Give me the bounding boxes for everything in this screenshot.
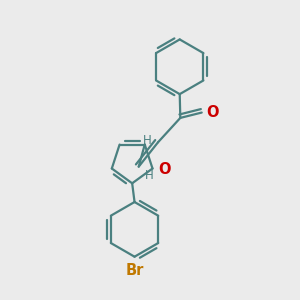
Text: Br: Br bbox=[125, 263, 144, 278]
Text: H: H bbox=[145, 169, 154, 182]
Text: H: H bbox=[143, 134, 152, 147]
Text: O: O bbox=[158, 162, 171, 177]
Text: O: O bbox=[206, 105, 219, 120]
